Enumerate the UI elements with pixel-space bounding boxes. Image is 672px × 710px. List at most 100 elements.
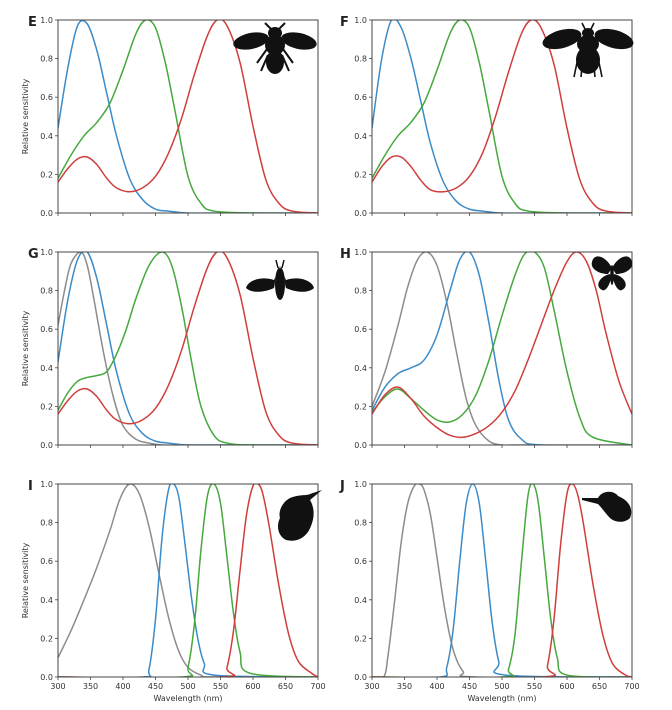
y-tick-label: 0.6 bbox=[354, 325, 367, 334]
y-tick-label: 1.0 bbox=[354, 248, 367, 257]
x-tick-label: 500 bbox=[494, 682, 509, 691]
y-tick-label: 0.8 bbox=[354, 55, 367, 64]
curves bbox=[58, 252, 318, 445]
y-tick-label: 0.2 bbox=[354, 170, 367, 179]
x-tick-label: 400 bbox=[429, 682, 444, 691]
y-axis-label: Relative sensitivity bbox=[21, 542, 30, 618]
panel-h: H 0.0 0.2 0.4 0.6 0.8 1.0 bbox=[340, 247, 633, 450]
plot-frame bbox=[57, 483, 319, 678]
series-line-gray bbox=[372, 252, 632, 445]
y-tick-label: 0.6 bbox=[40, 93, 53, 102]
y-tick-label: 0.8 bbox=[354, 287, 367, 296]
series-line-blue bbox=[58, 484, 318, 677]
curves bbox=[372, 252, 632, 445]
x-tick-label: 600 bbox=[559, 682, 574, 691]
x-tick-label: 450 bbox=[462, 682, 477, 691]
y-tick-label: 0.0 bbox=[40, 673, 53, 682]
y-tick-label: 0.0 bbox=[40, 441, 53, 450]
series-line-green bbox=[58, 20, 318, 213]
y-tick-label: 0.0 bbox=[354, 441, 367, 450]
y-tick-label: 0.4 bbox=[40, 364, 53, 373]
x-tick-label: 500 bbox=[180, 682, 195, 691]
series-line-red bbox=[58, 20, 318, 213]
y-tick-label: 0.4 bbox=[354, 596, 367, 605]
y-tick-label: 0.8 bbox=[40, 519, 53, 528]
y-tick-label: 0.2 bbox=[40, 634, 53, 643]
series-line-red bbox=[372, 484, 632, 677]
x-tick-label: 450 bbox=[148, 682, 163, 691]
bee-icon bbox=[233, 22, 317, 74]
curves bbox=[58, 20, 318, 213]
series-line-red bbox=[58, 484, 318, 677]
y-tick-label: 0.8 bbox=[40, 287, 53, 296]
y-tick-label: 1.0 bbox=[354, 480, 367, 489]
y-tick-label: 0.4 bbox=[354, 364, 367, 373]
y-tick-label: 0.2 bbox=[40, 170, 53, 179]
y-tick-label: 0.4 bbox=[40, 132, 53, 141]
butterfly-icon bbox=[591, 256, 633, 291]
y-tick-label: 0.4 bbox=[354, 132, 367, 141]
y-tick-label: 1.0 bbox=[40, 16, 53, 25]
y-tick-label: 0.0 bbox=[40, 209, 53, 218]
x-tick-label: 400 bbox=[115, 682, 130, 691]
beetle-icon bbox=[542, 22, 634, 78]
x-tick-label: 650 bbox=[278, 682, 293, 691]
panel-e: E 0.0 0.2 0.4 0.6 0.8 1.0 Relative sensitivity bbox=[21, 15, 319, 218]
series-line-gray bbox=[372, 484, 632, 677]
panel-j: J 0.0 0.2 0.4 0.6 0.8 1.0 300 350 400 450 500 550 600… bbox=[339, 479, 640, 703]
y-tick-label: 0.2 bbox=[354, 634, 367, 643]
curves bbox=[58, 484, 318, 677]
y-tick-label: 0.6 bbox=[354, 93, 367, 102]
series-line-blue bbox=[372, 252, 632, 445]
x-tick-label: 350 bbox=[83, 682, 98, 691]
x-axis-label: Wavelength (nm) bbox=[467, 694, 536, 703]
panel-i: I 0.0 0.2 0.4 0.6 0.8 1.0 300 350 400 450 500 550 600… bbox=[21, 479, 326, 703]
y-tick-label: 1.0 bbox=[40, 248, 53, 257]
x-tick-label: 700 bbox=[310, 682, 325, 691]
series-line-red bbox=[58, 252, 318, 445]
panel-letter: G bbox=[28, 247, 39, 262]
panel-g: G 0.0 0.2 0.4 0.6 0.8 1.0 Relative sensitivity bbox=[21, 247, 319, 450]
x-tick-label: 550 bbox=[213, 682, 228, 691]
x-tick-label: 300 bbox=[50, 682, 65, 691]
series-line-blue bbox=[58, 20, 318, 213]
y-tick-label: 0.0 bbox=[354, 209, 367, 218]
y-tick-label: 1.0 bbox=[40, 480, 53, 489]
x-axis-label: Wavelength (nm) bbox=[153, 694, 222, 703]
hummingbird-icon bbox=[278, 490, 322, 541]
y-tick-label: 0.6 bbox=[354, 557, 367, 566]
panel-letter: H bbox=[340, 247, 351, 262]
y-tick-label: 1.0 bbox=[354, 16, 367, 25]
panel-letter: F bbox=[340, 15, 349, 30]
y-axis-label: Relative sensitivity bbox=[21, 310, 30, 386]
series-line-green bbox=[372, 484, 632, 677]
x-tick-label: 700 bbox=[624, 682, 639, 691]
panel-f: F 0.0 0.2 0.4 0.6 0.8 1.0 bbox=[340, 15, 634, 218]
moth-icon bbox=[246, 259, 314, 300]
y-tick-label: 0.2 bbox=[354, 402, 367, 411]
y-tick-label: 0.4 bbox=[40, 596, 53, 605]
x-tick-label: 300 bbox=[364, 682, 379, 691]
y-tick-label: 0.6 bbox=[40, 325, 53, 334]
series-line-red bbox=[372, 20, 632, 213]
y-tick-label: 0.8 bbox=[354, 519, 367, 528]
x-tick-label: 550 bbox=[527, 682, 542, 691]
y-tick-label: 0.6 bbox=[40, 557, 53, 566]
series-line-green bbox=[372, 20, 632, 213]
series-line-green bbox=[58, 484, 318, 677]
panel-letter: I bbox=[28, 479, 33, 494]
x-tick-label: 600 bbox=[245, 682, 260, 691]
panel-letter: J bbox=[339, 479, 345, 494]
series-line-gray bbox=[58, 484, 318, 677]
panel-letter: E bbox=[28, 15, 37, 30]
x-tick-label: 650 bbox=[592, 682, 607, 691]
series-line-green bbox=[58, 252, 318, 445]
series-line-blue bbox=[58, 252, 318, 445]
y-tick-label: 0.8 bbox=[40, 55, 53, 64]
y-axis-label: Relative sensitivity bbox=[21, 78, 30, 154]
series-line-gray bbox=[58, 252, 318, 445]
y-tick-label: 0.2 bbox=[40, 402, 53, 411]
y-tick-label: 0.0 bbox=[354, 673, 367, 682]
bird-icon bbox=[582, 491, 632, 522]
